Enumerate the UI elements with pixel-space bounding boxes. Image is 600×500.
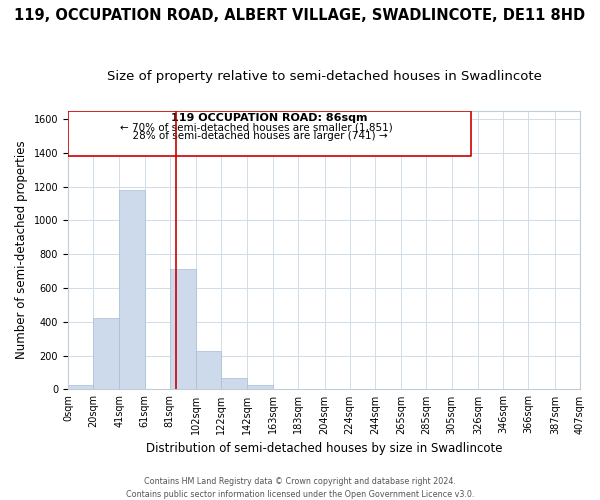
Text: ← 70% of semi-detached houses are smaller (1,851): ← 70% of semi-detached houses are smalle… <box>120 122 393 132</box>
Bar <box>247 385 273 390</box>
Text: 119, OCCUPATION ROAD, ALBERT VILLAGE, SWADLINCOTE, DE11 8HD: 119, OCCUPATION ROAD, ALBERT VILLAGE, SW… <box>14 8 586 22</box>
Bar <box>170 268 196 390</box>
Bar <box>119 190 145 390</box>
Text: Contains HM Land Registry data © Crown copyright and database right 2024.
Contai: Contains HM Land Registry data © Crown c… <box>126 478 474 499</box>
Bar <box>93 318 119 390</box>
Bar <box>68 385 93 390</box>
Bar <box>196 350 221 390</box>
Title: Size of property relative to semi-detached houses in Swadlincote: Size of property relative to semi-detach… <box>107 70 541 83</box>
Text: 119 OCCUPATION ROAD: 86sqm: 119 OCCUPATION ROAD: 86sqm <box>171 113 367 123</box>
Text: 28% of semi-detached houses are larger (741) →: 28% of semi-detached houses are larger (… <box>126 132 388 141</box>
X-axis label: Distribution of semi-detached houses by size in Swadlincote: Distribution of semi-detached houses by … <box>146 442 502 455</box>
Polygon shape <box>68 112 470 156</box>
Y-axis label: Number of semi-detached properties: Number of semi-detached properties <box>15 140 28 360</box>
Bar <box>221 378 247 390</box>
